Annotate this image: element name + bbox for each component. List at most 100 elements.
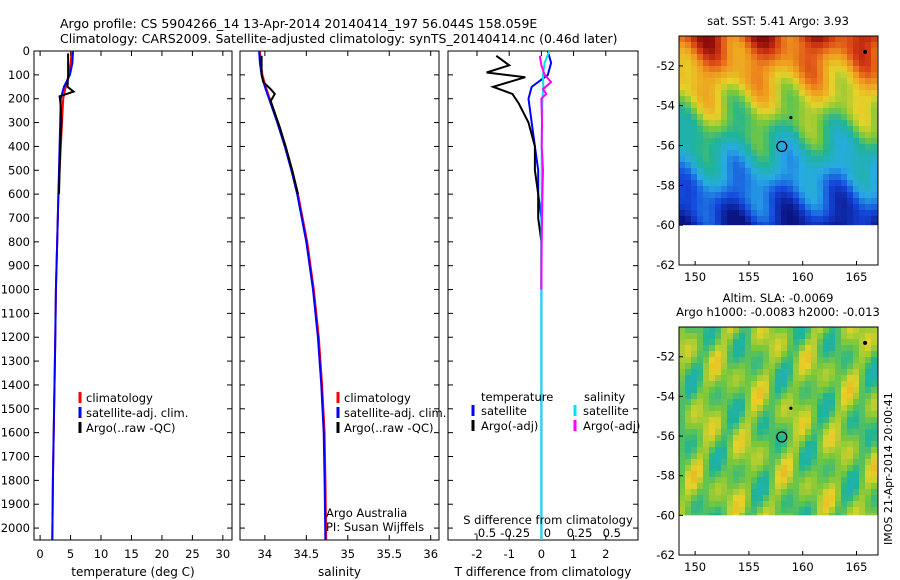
map-cell (709, 42, 715, 48)
map-cell (847, 84, 853, 90)
map-cell (871, 144, 877, 150)
map-cell (859, 327, 865, 333)
map-cell (727, 411, 733, 417)
map-cell (769, 477, 775, 483)
map-cell (871, 477, 877, 483)
map-cell (853, 429, 859, 435)
map-cell (859, 465, 865, 471)
map-cell (757, 90, 763, 96)
map-cell (787, 471, 793, 477)
map-cell (787, 441, 793, 447)
map-cell (865, 363, 871, 369)
map-cell (805, 198, 811, 204)
map-cell (757, 156, 763, 162)
map-cell (715, 387, 721, 393)
map-cell (691, 399, 697, 405)
map-cell (751, 459, 757, 465)
map-cell (811, 216, 817, 222)
map-cell (811, 381, 817, 387)
map-cell (787, 180, 793, 186)
x2-tick-label: 0.25 (567, 526, 593, 540)
map-cell (703, 465, 709, 471)
map-cell (721, 216, 727, 222)
x-tick-label: 2 (602, 547, 609, 561)
map-cell (793, 108, 799, 114)
map-cell (805, 114, 811, 120)
map-cell (841, 351, 847, 357)
map-cell (721, 405, 727, 411)
map-cell (853, 477, 859, 483)
map-cell (853, 375, 859, 381)
map-cell (847, 102, 853, 108)
map-cell (715, 174, 721, 180)
map-cell (709, 198, 715, 204)
map-cell (835, 357, 841, 363)
legend-title: temperature (481, 390, 553, 404)
x2-tick-label: 0.5 (603, 526, 621, 540)
map-cell (811, 72, 817, 78)
map-cell (733, 417, 739, 423)
map-cell (805, 381, 811, 387)
map-cell (799, 483, 805, 489)
map-cell (769, 168, 775, 174)
map-cell (739, 429, 745, 435)
map-cell (793, 114, 799, 120)
map-cell (841, 447, 847, 453)
map-cell (733, 138, 739, 144)
map-cell (745, 477, 751, 483)
map-cell (733, 216, 739, 222)
map-cell (691, 222, 697, 226)
map-cell (775, 102, 781, 108)
map-subtitle: Argo h1000: -0.0083 h2000: -0.013 (676, 305, 880, 319)
map-cell (805, 96, 811, 102)
map-cell (739, 363, 745, 369)
map-cell (787, 387, 793, 393)
map-cell (811, 48, 817, 54)
map-cell (859, 144, 865, 150)
map-cell (811, 495, 817, 501)
map-cell (841, 399, 847, 405)
map-cell (709, 423, 715, 429)
map-cell (823, 471, 829, 477)
map-cell (751, 54, 757, 60)
map-cell (799, 489, 805, 495)
map-cell (787, 459, 793, 465)
map-cell (745, 156, 751, 162)
map-cell (715, 222, 721, 226)
map-cell (769, 222, 775, 226)
map-cell (685, 441, 691, 447)
map-cell (841, 132, 847, 138)
map-cell (733, 120, 739, 126)
map-cell (739, 210, 745, 216)
map-cell (757, 435, 763, 441)
map-cell (709, 66, 715, 72)
map-cell (745, 114, 751, 120)
map-cell (781, 60, 787, 66)
map-cell (853, 108, 859, 114)
map-cell (697, 357, 703, 363)
map-cell (829, 327, 835, 333)
map-cell (745, 423, 751, 429)
map-cell (679, 108, 685, 114)
map-cell (835, 54, 841, 60)
map-cell (751, 96, 757, 102)
map-cell (817, 441, 823, 447)
map-cell (859, 60, 865, 66)
map-cell (679, 156, 685, 162)
map-cell (841, 495, 847, 501)
map-cell (841, 54, 847, 60)
map-cell (817, 96, 823, 102)
map-cell (823, 357, 829, 363)
map-cell (865, 399, 871, 405)
map-cell (871, 90, 877, 96)
map-cell (823, 345, 829, 351)
map-cell (787, 483, 793, 489)
map-cell (793, 42, 799, 48)
map-cell (799, 150, 805, 156)
map-cell (865, 72, 871, 78)
map-cell (691, 405, 697, 411)
difference-panel: -2 -1 0 1 2T difference from climatology-0.5… (447, 50, 640, 579)
map-cell (853, 405, 859, 411)
map-cell (859, 423, 865, 429)
map-cell (829, 489, 835, 495)
